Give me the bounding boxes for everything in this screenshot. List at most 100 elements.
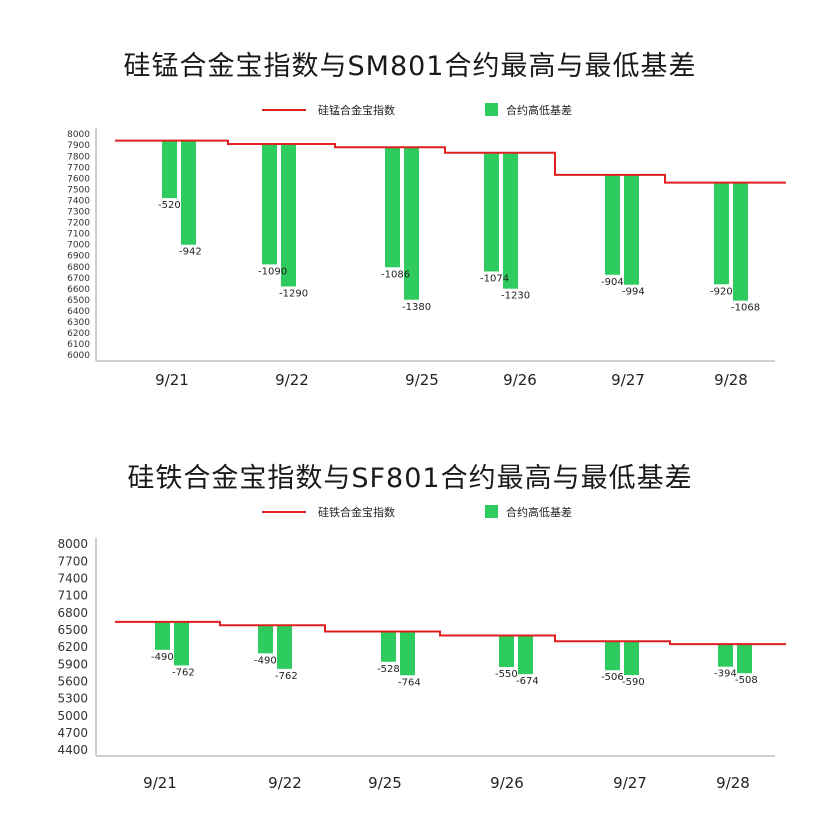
y-tick-label: 7100 <box>67 230 90 240</box>
basis-high-label: -1290 <box>279 288 308 299</box>
chart-title: 硅铁合金宝指数与SF801合约最高与最低基差 <box>127 463 693 494</box>
y-tick-label: 6000 <box>67 351 90 361</box>
index-line <box>115 620 786 646</box>
y-tick-label: 7500 <box>67 185 90 195</box>
basis-low-bar <box>385 147 400 268</box>
x-tick-label: 9/22 <box>268 774 302 792</box>
basis-low-label: -1074 <box>480 273 509 284</box>
y-tick-label: 5600 <box>57 675 88 689</box>
basis-high-bar <box>624 641 639 676</box>
legend-line-swatch <box>262 511 306 513</box>
chart-plot: 6000610062006300640065006600670068006900… <box>67 128 786 389</box>
y-tick-label: 6800 <box>67 263 90 273</box>
basis-low-bar <box>381 631 396 662</box>
legend-line-swatch <box>262 109 306 111</box>
basis-high-bar <box>737 644 752 674</box>
basis-low-label: -520 <box>158 200 181 211</box>
basis-low-bar <box>714 182 729 285</box>
y-tick-label: 6200 <box>57 640 88 654</box>
basis-low-label: -904 <box>601 277 624 288</box>
y-tick-label: 7700 <box>57 554 88 568</box>
y-tick-label: 7000 <box>67 241 90 251</box>
chart-sf801: 硅铁合金宝指数与SF801合约最高与最低基差 硅铁合金宝指数 合约高低基差 44… <box>0 420 820 820</box>
y-tick-label: 6700 <box>67 274 90 284</box>
y-tick-label: 4700 <box>57 726 88 740</box>
x-tick-label: 9/25 <box>368 774 402 792</box>
basis-high-label: -764 <box>398 677 421 688</box>
y-tick-label: 5900 <box>57 657 88 671</box>
basis-low-bar <box>605 641 620 671</box>
legend-index-label: 硅铁合金宝指数 <box>318 506 395 519</box>
x-tick-label: 9/27 <box>611 371 645 389</box>
basis-low-label: -394 <box>714 669 737 680</box>
y-tick-label: 7200 <box>67 219 90 229</box>
x-tick-label: 9/28 <box>716 774 750 792</box>
y-tick-label: 7300 <box>67 208 90 218</box>
basis-low-bar <box>162 140 177 199</box>
x-tick-label: 9/27 <box>613 774 647 792</box>
basis-low-label: -1090 <box>258 266 287 277</box>
legend-basis-label: 合约高低基差 <box>506 506 572 519</box>
basis-high-bar <box>174 621 189 666</box>
y-tick-label: 6500 <box>57 623 88 637</box>
basis-high-label: -1230 <box>501 291 530 302</box>
y-tick-label: 6800 <box>57 606 88 620</box>
basis-high-label: -762 <box>172 667 195 678</box>
y-tick-label: 7400 <box>67 196 90 206</box>
basis-high-bar <box>404 147 419 300</box>
basis-high-bar <box>181 140 196 245</box>
basis-low-bar <box>499 635 514 668</box>
basis-high-label: -590 <box>622 677 645 688</box>
basis-low-bar <box>718 644 733 667</box>
basis-high-bar <box>400 631 415 676</box>
x-tick-label: 9/21 <box>155 371 189 389</box>
chart-plot: 4400 4700 5000 5300 5600 5900 6200 6500 6800 7100… <box>57 537 786 792</box>
chart-title: 硅锰合金宝指数与SM801合约最高与最低基差 <box>123 51 697 82</box>
legend-bar-swatch <box>485 103 498 116</box>
x-tick-label: 9/26 <box>503 371 537 389</box>
basis-low-label: -490 <box>254 655 277 666</box>
basis-high-bar <box>503 152 518 289</box>
y-tick-label: 8000 <box>67 130 90 140</box>
chart-sm801: 硅锰合金宝指数与SM801合约最高与最低基差 硅锰合金宝指数 合约高低基差 60… <box>0 0 820 400</box>
basis-high-bar <box>518 635 533 675</box>
basis-high-label: -994 <box>622 287 645 298</box>
x-tick-label: 9/21 <box>143 774 177 792</box>
y-tick-label: 6900 <box>67 252 90 262</box>
basis-low-label: -550 <box>495 669 518 680</box>
y-tick-label: 7900 <box>67 141 90 151</box>
y-tick-label: 6200 <box>67 329 90 339</box>
basis-low-bar <box>605 174 620 275</box>
basis-low-label: -1086 <box>381 269 410 280</box>
y-tick-label: 7700 <box>67 163 90 173</box>
basis-low-bar <box>484 152 499 272</box>
x-tick-label: 9/26 <box>490 774 524 792</box>
basis-low-bar <box>258 625 273 654</box>
y-tick-label: 6500 <box>67 296 90 306</box>
basis-low-label: -528 <box>377 664 400 675</box>
y-tick-label: 8000 <box>57 537 88 551</box>
y-tick-label: 7600 <box>67 174 90 184</box>
basis-high-bar <box>281 143 296 287</box>
basis-high-label: -674 <box>516 676 539 687</box>
legend-bar-swatch <box>485 505 498 518</box>
y-tick-label: 6600 <box>67 285 90 295</box>
basis-high-label: -1380 <box>402 302 431 313</box>
y-tick-label: 6100 <box>67 340 90 350</box>
basis-low-label: -490 <box>151 652 174 663</box>
x-tick-label: 9/28 <box>714 371 748 389</box>
basis-high-label: -942 <box>179 247 202 258</box>
basis-high-label: -508 <box>735 675 758 686</box>
y-tick-label: 5300 <box>57 692 88 706</box>
y-tick-label: 7100 <box>57 589 88 603</box>
basis-high-bar <box>624 174 639 285</box>
index-line <box>115 139 786 184</box>
y-tick-label: 6300 <box>67 318 90 328</box>
basis-low-bar <box>262 143 277 265</box>
legend-index-label: 硅锰合金宝指数 <box>318 104 395 117</box>
basis-low-label: -506 <box>601 672 624 683</box>
y-tick-label: 4400 <box>57 743 88 757</box>
y-tick-label: 7800 <box>67 152 90 162</box>
x-tick-label: 9/22 <box>275 371 309 389</box>
y-tick-label: 5000 <box>57 709 88 723</box>
